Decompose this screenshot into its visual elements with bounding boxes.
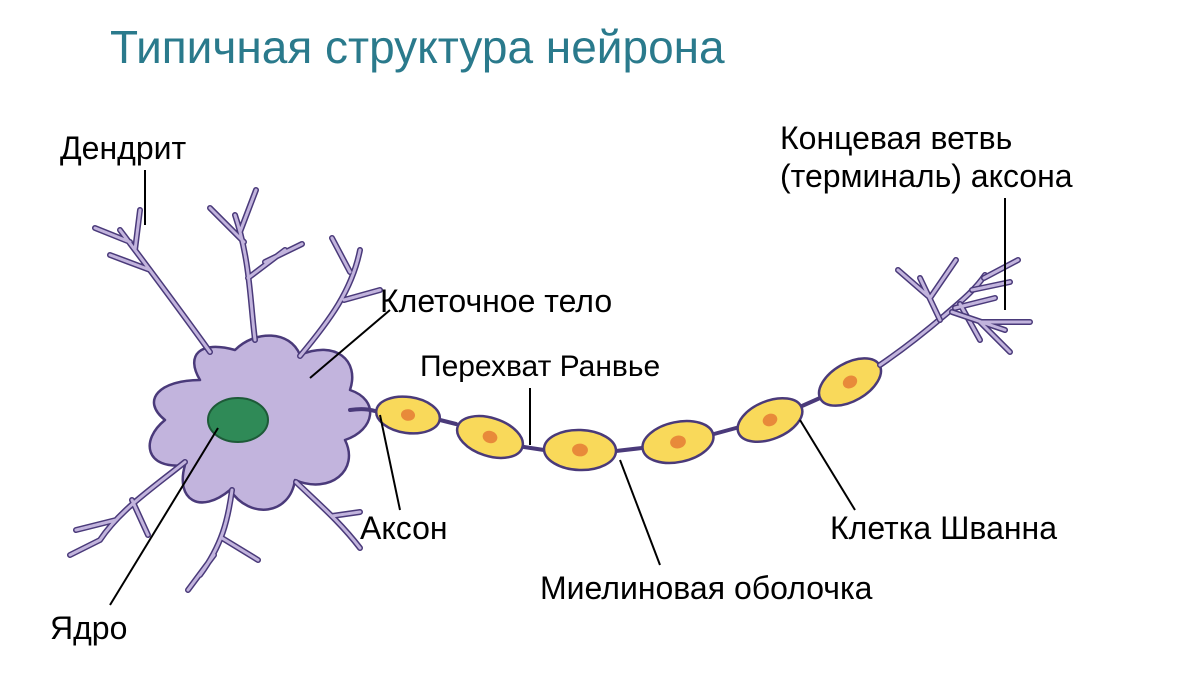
label-cellbody: Клеточное тело — [380, 283, 612, 320]
diagram-title: Типичная структура нейрона — [110, 20, 725, 74]
label-axon: Аксон — [360, 510, 448, 547]
label-terminal-l2: (терминаль) аксона — [780, 158, 1073, 195]
label-dendrite: Дендрит — [60, 130, 186, 167]
label-schwann: Клетка Шванна — [830, 510, 1057, 547]
label-terminal-l1: Концевая ветвь — [780, 120, 1012, 157]
label-myelin: Миелиновая оболочка — [540, 570, 872, 607]
label-nucleus: Ядро — [50, 610, 127, 647]
label-ranvier: Перехват Ранвье — [420, 350, 660, 384]
